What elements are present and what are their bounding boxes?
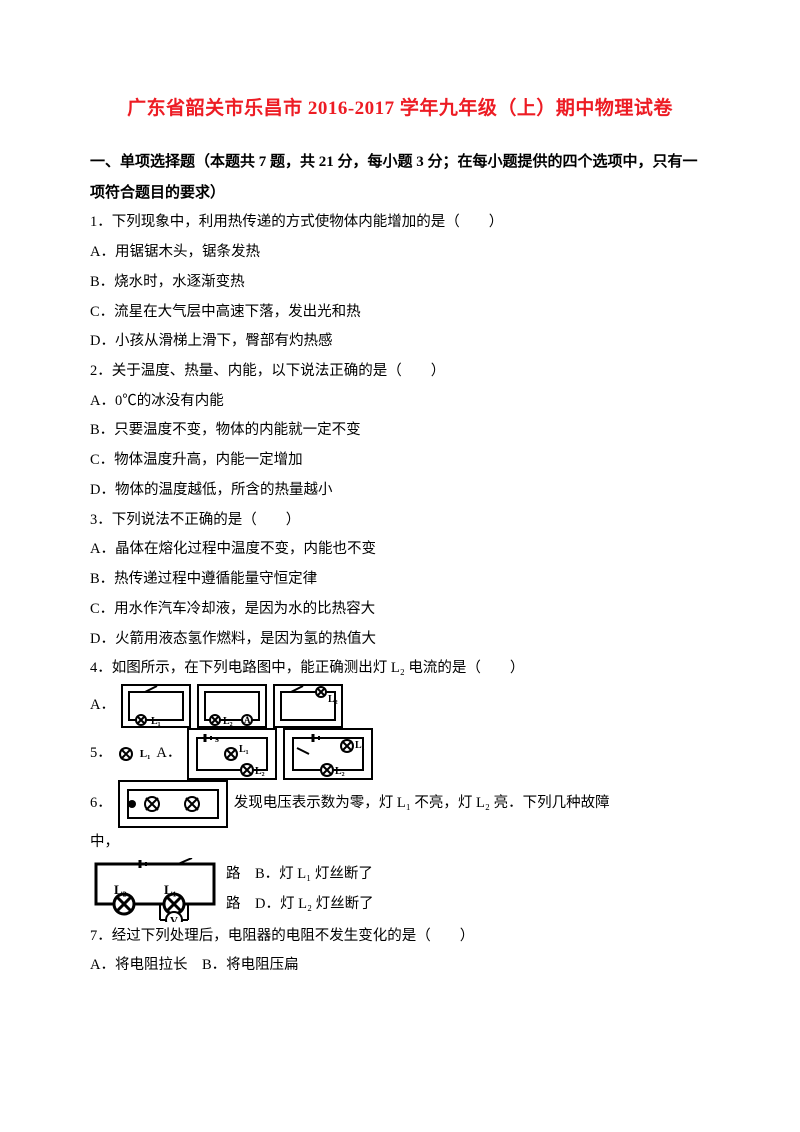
q1-opt-b: B．烧水时，水逐渐变热 bbox=[90, 268, 710, 298]
q6-lead: 6． bbox=[90, 789, 112, 819]
q3-opt-b: B．热传递过程中遵循能量守恒定律 bbox=[90, 565, 710, 595]
svg-text:s: s bbox=[215, 734, 219, 745]
l1-label: L₁ bbox=[140, 743, 151, 766]
q1-opt-a: A．用锯锯木头，锯条发热 bbox=[90, 238, 710, 268]
q5-lead: 5． bbox=[90, 739, 112, 769]
q7-opts: A．将电阻拉长 B．将电阻压扁 bbox=[90, 951, 710, 981]
svg-text:L₁: L₁ bbox=[164, 882, 177, 897]
circuit-icon-4: s L₁ L₂ bbox=[187, 728, 277, 780]
svg-text:L₂: L₂ bbox=[255, 766, 265, 777]
circuit-icon-3: L₂ bbox=[273, 684, 343, 728]
q6-opt-row1: L₂ L₁ V 路 B．灯 L₁ 灯丝断了 路 D．灯 L₂ 灯丝断了 bbox=[90, 858, 710, 922]
circuit-icon-5: L₁ L₂ bbox=[283, 728, 373, 780]
svg-text:L₂: L₂ bbox=[114, 882, 127, 897]
q3-opt-c: C．用水作汽车冷却液，是因为水的比热容大 bbox=[90, 595, 710, 625]
q5-lead-a: A． bbox=[156, 739, 181, 769]
svg-text:L₂: L₂ bbox=[223, 716, 233, 727]
svg-text:V: V bbox=[170, 915, 178, 922]
q1-stem: 1．下列现象中，利用热传递的方式使物体内能增加的是（ ） bbox=[90, 208, 710, 238]
q1-opt-c: C．流星在大气层中高速下落，发出光和热 bbox=[90, 298, 710, 328]
svg-text:L₁: L₁ bbox=[151, 716, 161, 727]
q3-stem: 3．下列说法不正确的是（ ） bbox=[90, 506, 710, 536]
circuit-icon-2: L₂ A bbox=[197, 684, 267, 728]
section-heading: 一、单项选择题（本题共 7 题，共 21 分，每小题 3 分；在每小题提供的四个… bbox=[90, 147, 710, 209]
q6-opt-line2: 路 D．灯 L₂ 灯丝断了 bbox=[226, 890, 374, 920]
circuit-icon-6 bbox=[118, 780, 228, 828]
svg-text:L₁: L₁ bbox=[239, 744, 249, 755]
q2-opt-d: D．物体的温度越低，所含的热量越小 bbox=[90, 476, 710, 506]
q3-opt-a: A．晶体在熔化过程中温度不变，内能也不变 bbox=[90, 535, 710, 565]
q2-opt-b: B．只要温度不变，物体的内能就一定不变 bbox=[90, 416, 710, 446]
lamp-icon bbox=[118, 746, 134, 762]
svg-text:A: A bbox=[244, 715, 251, 725]
q4-stem: 4．如图所示，在下列电路图中，能正确测出灯 L₂ 电流的是（ ） bbox=[90, 654, 710, 684]
q6-opt-col: 路 B．灯 L₁ 灯丝断了 路 D．灯 L₂ 灯丝断了 bbox=[226, 860, 374, 919]
circuit-icon-1: L₁ bbox=[121, 684, 191, 728]
q6-opt-line1: 路 B．灯 L₁ 灯丝断了 bbox=[226, 860, 374, 890]
q6-mid: 中， bbox=[90, 828, 710, 858]
page: 广东省韶关市乐昌市 2016-2017 学年九年级（上）期中物理试卷 一、单项选… bbox=[0, 0, 800, 1132]
q5-figure-row: 5． L₁ A． s L₁ L₂ bbox=[90, 728, 710, 780]
q7-stem: 7．经过下列处理后，电阻器的电阻不发生变化的是（ ） bbox=[90, 922, 710, 952]
q4-lead-a: A． bbox=[90, 691, 115, 721]
exam-title: 广东省韶关市乐昌市 2016-2017 学年九年级（上）期中物理试卷 bbox=[90, 90, 710, 129]
q2-opt-c: C．物体温度升高，内能一定增加 bbox=[90, 446, 710, 476]
q6-stem-tail: 发现电压表示数为零，灯 L₁ 不亮，灯 L₂ 亮．下列几种故障 bbox=[234, 789, 610, 819]
svg-text:L₂: L₂ bbox=[328, 694, 338, 705]
q3-opt-d: D．火箭用液态氢作燃料，是因为氢的热值大 bbox=[90, 625, 710, 655]
q6-stem-row: 6． 发现电压表示数为零，灯 L₁ 不亮，灯 L₂ 亮．下列几种故障 bbox=[90, 780, 710, 828]
q4-figure-row: A． L₁ L₂ A L₂ bbox=[90, 684, 710, 728]
svg-text:L₂: L₂ bbox=[335, 766, 345, 777]
svg-text:L₁: L₁ bbox=[355, 740, 365, 751]
q2-stem: 2．关于温度、热量、内能，以下说法正确的是（ ） bbox=[90, 357, 710, 387]
circuit-icon-7: L₂ L₁ V bbox=[90, 858, 220, 922]
q1-opt-d: D．小孩从滑梯上滑下，臀部有灼热感 bbox=[90, 327, 710, 357]
q2-opt-a: A．0℃的冰没有内能 bbox=[90, 387, 710, 417]
